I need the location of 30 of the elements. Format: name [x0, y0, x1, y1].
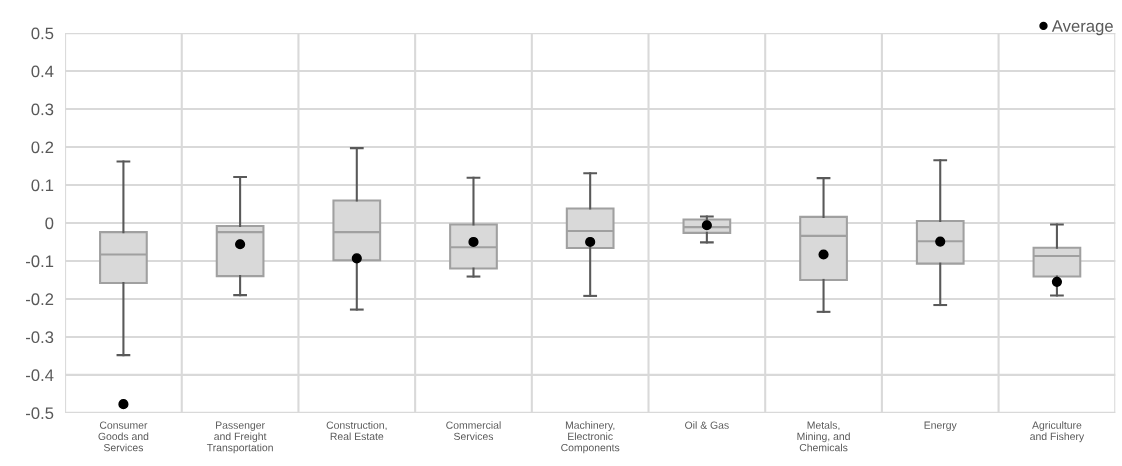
x-tick-label: Oil & Gas — [685, 421, 729, 429]
y-tick-label: 0.2 — [31, 141, 54, 154]
y-tick-label: 0 — [45, 217, 54, 230]
y-tick-label: -0.5 — [25, 407, 54, 420]
x-tick-label: Metals, Mining, and Chemicals — [797, 421, 850, 452]
y-tick-label: 0.3 — [31, 103, 54, 116]
y-tick-label: 0.5 — [31, 27, 54, 40]
x-tick-label: Consumer Goods and Services — [98, 421, 149, 452]
point — [818, 249, 829, 260]
y-tick-label: 0.4 — [31, 65, 54, 78]
point — [468, 236, 479, 248]
x-tick-label: Passenger and Freight Transportation — [206, 421, 273, 454]
y-tick-label: -0.1 — [25, 255, 54, 268]
point — [118, 399, 129, 410]
y-tick-label: -0.3 — [25, 331, 54, 344]
y-tick-label: -0.4 — [25, 369, 54, 382]
point — [235, 239, 246, 250]
x-tick-label: Energy — [924, 421, 957, 431]
point — [351, 253, 362, 264]
point — [701, 220, 712, 231]
x-tick-label: Machinery, Electronic Components — [561, 421, 620, 454]
x-tick-label: Construction, Real Estate — [326, 421, 387, 441]
point — [1051, 276, 1063, 287]
x-tick-label: Agriculture and Fishery — [1030, 421, 1085, 443]
y-tick-label: 0.1 — [31, 179, 54, 192]
y-tick-label: -0.2 — [25, 293, 54, 306]
x-tick-label: Commercial Services — [446, 421, 501, 441]
point — [585, 236, 596, 248]
legend-label: Average — [1051, 20, 1113, 36]
point — [935, 236, 946, 247]
